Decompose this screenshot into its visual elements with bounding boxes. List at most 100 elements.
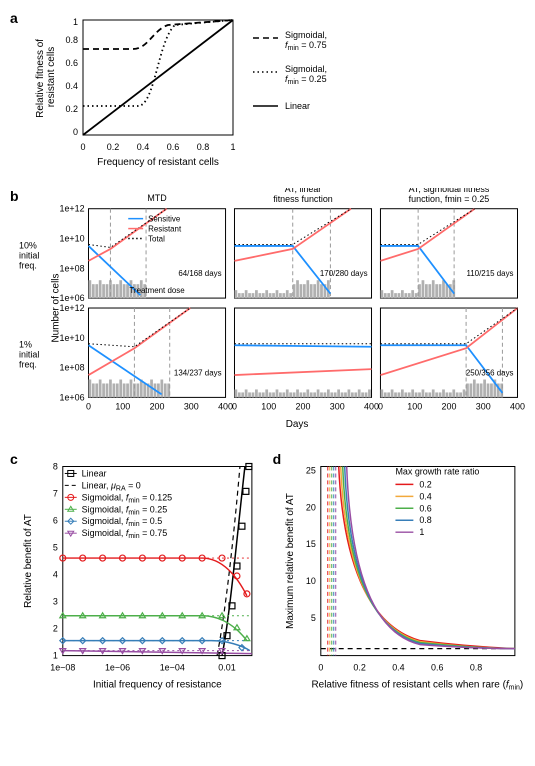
row-title-1: 1%initialfreq. xyxy=(19,340,39,370)
annot: 250/356 days xyxy=(465,369,513,378)
xtick: 0 xyxy=(80,142,85,152)
xtick: 100 xyxy=(115,401,130,411)
ytick: 1e+06 xyxy=(59,392,84,402)
legend-item: Sigmoidal,fmin = 0.25 xyxy=(285,64,327,86)
legend-item: 0.8 xyxy=(420,515,432,525)
annot: 64/168 days xyxy=(178,269,221,278)
xtick: 100 xyxy=(261,401,276,411)
subplot: 250/356 days0100200300400 xyxy=(378,308,525,411)
ytick: 0.4 xyxy=(65,81,78,91)
ytick: 1e+08 xyxy=(59,363,84,373)
legend-title-d: Max growth rate ratio xyxy=(396,466,480,476)
xtick: 0.8 xyxy=(470,663,482,673)
ytick: 1e+08 xyxy=(59,263,84,273)
col-title: AT, linearfitness function xyxy=(273,188,333,204)
subplot: 134/237 days 1e+06 1e+08 1e+10 1e+12 0 100 200 3… xyxy=(59,303,233,411)
dose-label: Treatment dose xyxy=(129,286,185,295)
ytick: 1 xyxy=(53,651,58,661)
legend-item: Total xyxy=(148,234,165,243)
legend-item: Sensitive xyxy=(148,215,181,224)
col-title: AT, sigmoidal fitnessfunction, fmin = 0.… xyxy=(408,188,489,204)
panel-b-grid: 10%initialfreq. 1%initialfreq. Number of… xyxy=(19,188,525,433)
ytick: 25 xyxy=(306,465,316,475)
ylabel-d: Maximum relative benefit of AT xyxy=(285,493,296,629)
xtick: 1e−08 xyxy=(50,663,75,673)
legend-item: Linear xyxy=(285,101,310,111)
legend-item: Linear xyxy=(81,468,106,478)
subplot: 110/215 days AT, sigmoidal fitnessfunctio… xyxy=(380,188,517,298)
ytick: 1e+10 xyxy=(59,233,84,243)
legend-item: 1 xyxy=(420,527,425,537)
xlabel-b: Days xyxy=(285,419,308,430)
ytick: 0.2 xyxy=(65,104,78,114)
legend-item: 0.4 xyxy=(420,491,432,501)
xtick: 0 xyxy=(378,401,383,411)
xtick: 200 xyxy=(295,401,310,411)
xtick: 400 xyxy=(364,401,379,411)
xtick: 200 xyxy=(149,401,164,411)
xtick: 1e−06 xyxy=(105,663,130,673)
ytick: 0 xyxy=(73,127,78,137)
xtick: 1 xyxy=(230,142,235,152)
ytick: 8 xyxy=(53,461,58,471)
ytick: 15 xyxy=(306,539,316,549)
panel-c-label: c xyxy=(10,451,18,467)
ytick: 1 xyxy=(73,17,78,27)
ylabel: Relative fitness of resistant cells xyxy=(35,36,57,118)
panel-d-label: d xyxy=(273,451,282,467)
subplot: 0 100 200 300 400 xyxy=(232,308,379,411)
xtick: 0 xyxy=(318,663,323,673)
ytick: 3 xyxy=(53,597,58,607)
xtick: 300 xyxy=(475,401,490,411)
xtick: 400 xyxy=(510,401,525,411)
xtick: 0.2 xyxy=(354,663,366,673)
ytick: 1e+06 xyxy=(59,293,84,303)
xtick: 300 xyxy=(329,401,344,411)
xlabel-c: Initial frequency of resistance xyxy=(93,679,222,690)
annot: 110/215 days xyxy=(466,269,513,278)
xtick: 0.6 xyxy=(167,142,180,152)
xtick: 0 xyxy=(232,401,237,411)
xtick: 1e−04 xyxy=(160,663,185,673)
ytick: 1e+12 xyxy=(59,303,84,313)
xtick: 100 xyxy=(407,401,422,411)
panel-a-chart: 0 0.2 0.4 0.6 0.8 1 0 0.2 0.4 0.6 0.8 1 xyxy=(18,10,413,170)
panel-b-label: b xyxy=(10,188,19,204)
ytick: 2 xyxy=(53,624,58,634)
xtick: 400 xyxy=(218,401,233,411)
subplot: 64/168 days Treatment dose SensitiveResist… xyxy=(59,193,225,303)
ytick: 20 xyxy=(306,502,316,512)
xtick: 0 xyxy=(86,401,91,411)
ylabel-c: Relative benefit of AT xyxy=(23,514,34,608)
legend-item: Sigmoidal,fmin = 0.75 xyxy=(285,30,327,52)
xtick: 0.4 xyxy=(392,663,404,673)
xlabel-d: Relative fitness of resistant cells when… xyxy=(312,679,524,691)
xtick: 0.01 xyxy=(218,663,235,673)
row-title-0: 10%initialfreq. xyxy=(19,240,39,270)
panel-c-chart: 1 2 3 4 5 6 7 8 1e−08 1e−06 1e−04 0.01 Initial … xyxy=(18,451,267,691)
panel-d-chart: 5 10 15 20 25 0 0.2 0.4 0.6 0.8 Relative… xyxy=(281,451,525,691)
ytick: 4 xyxy=(53,570,58,580)
annot: 170/280 days xyxy=(319,269,367,278)
ytick: 0.6 xyxy=(65,58,78,68)
legend-item: 0.2 xyxy=(420,479,432,489)
ytick: 0.8 xyxy=(65,35,78,45)
ytick: 1e+12 xyxy=(59,204,84,214)
ytick: 6 xyxy=(53,516,58,526)
ytick: 7 xyxy=(53,488,58,498)
xtick: 0.6 xyxy=(431,663,443,673)
col-title: MTD xyxy=(147,193,167,203)
xtick: 0.4 xyxy=(137,142,150,152)
ytick: 5 xyxy=(311,613,316,623)
annot: 134/237 days xyxy=(173,369,221,378)
xtick: 300 xyxy=(183,401,198,411)
ytick: 10 xyxy=(306,576,316,586)
legend-item: Resistant xyxy=(148,225,182,234)
ytick: 1e+10 xyxy=(59,333,84,343)
ytick: 5 xyxy=(53,543,58,553)
subplot: 170/280 days AT, linearfitness function xyxy=(234,188,371,298)
legend-item: 0.6 xyxy=(420,503,432,513)
xlabel: Frequency of resistant cells xyxy=(97,157,219,168)
xtick: 0.8 xyxy=(197,142,210,152)
panel-a-label: a xyxy=(10,10,18,26)
